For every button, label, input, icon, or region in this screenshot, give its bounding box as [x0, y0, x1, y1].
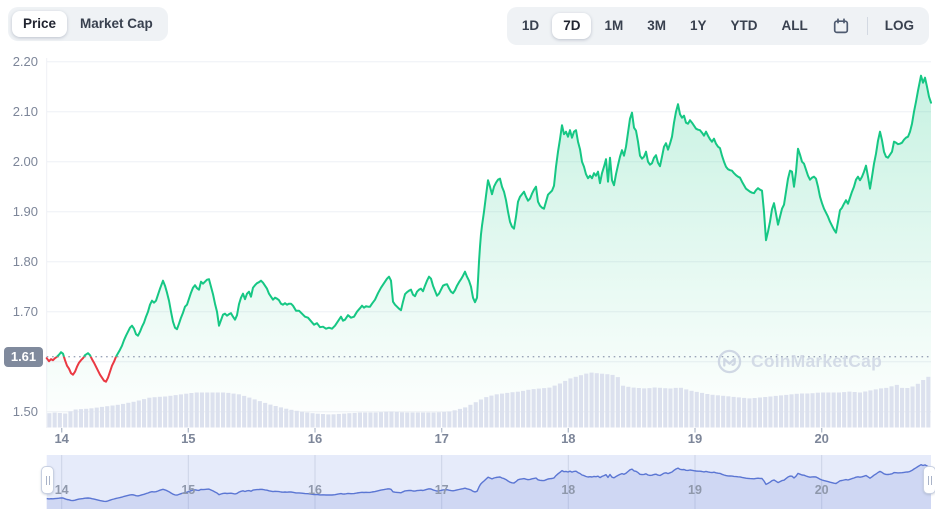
range-3m-button[interactable]: 3M [636, 13, 677, 39]
range-all-button[interactable]: ALL [771, 13, 819, 39]
range-7d-button[interactable]: 7D [552, 13, 592, 39]
calendar-icon [833, 18, 848, 34]
x-axis-label: 14 [54, 431, 69, 446]
y-axis-label: 1.70 [12, 304, 38, 320]
y-axis-label: 2.20 [12, 54, 38, 70]
toggle-market-cap-button[interactable]: Market Cap [69, 11, 164, 37]
navigator-axis-label: 15 [181, 483, 196, 497]
navigator-axis-label: 16 [308, 483, 322, 497]
navigator-track[interactable] [47, 455, 931, 509]
navigator-axis-label: 20 [814, 483, 829, 497]
navigator-axis-label: 17 [434, 483, 449, 497]
toggle-price-button[interactable]: Price [12, 11, 68, 37]
x-axis-label: 17 [434, 431, 449, 446]
navigator-axis-label: 14 [54, 483, 69, 497]
range-selector: 1D 7D 1M 3M 1Y YTD ALL LOG [506, 7, 929, 45]
x-axis-label: 20 [814, 431, 829, 446]
range-1d-button[interactable]: 1D [511, 13, 550, 39]
navigator-axis-label: 18 [561, 483, 576, 497]
price-marketcap-toggle: Price Market Cap [8, 7, 168, 41]
date-range-picker-button[interactable] [821, 11, 861, 41]
range-ytd-button[interactable]: YTD [720, 13, 769, 39]
y-axis-label: 2.10 [12, 104, 38, 120]
y-axis-label: 1.80 [12, 254, 38, 270]
x-axis-label: 15 [181, 431, 196, 446]
baseline-price-badge: 1.61 [4, 347, 43, 367]
watermark-text: CoinMarketCap [751, 351, 882, 371]
coinmarketcap-logo-icon [717, 349, 742, 374]
y-axis-label: 1.90 [12, 204, 38, 220]
navigator-right-handle[interactable] [923, 466, 935, 494]
y-axis-label: 1.50 [12, 404, 38, 420]
navigator-axis-label: 19 [688, 483, 702, 497]
coinmarketcap-watermark: CoinMarketCap [716, 348, 882, 375]
chart-toolbar: Price Market Cap 1D 7D 1M 3M 1Y YTD ALL … [0, 0, 935, 48]
navigator-left-handle[interactable] [41, 466, 54, 494]
range-1m-button[interactable]: 1M [593, 13, 634, 39]
x-axis-label: 16 [307, 431, 323, 446]
range-1y-button[interactable]: 1Y [679, 13, 718, 39]
y-axis-label: 2.00 [12, 154, 38, 170]
x-axis-label: 18 [561, 431, 576, 446]
log-scale-button[interactable]: LOG [874, 13, 925, 39]
x-axis-label: 19 [687, 431, 703, 446]
toolbar-divider [866, 17, 868, 35]
